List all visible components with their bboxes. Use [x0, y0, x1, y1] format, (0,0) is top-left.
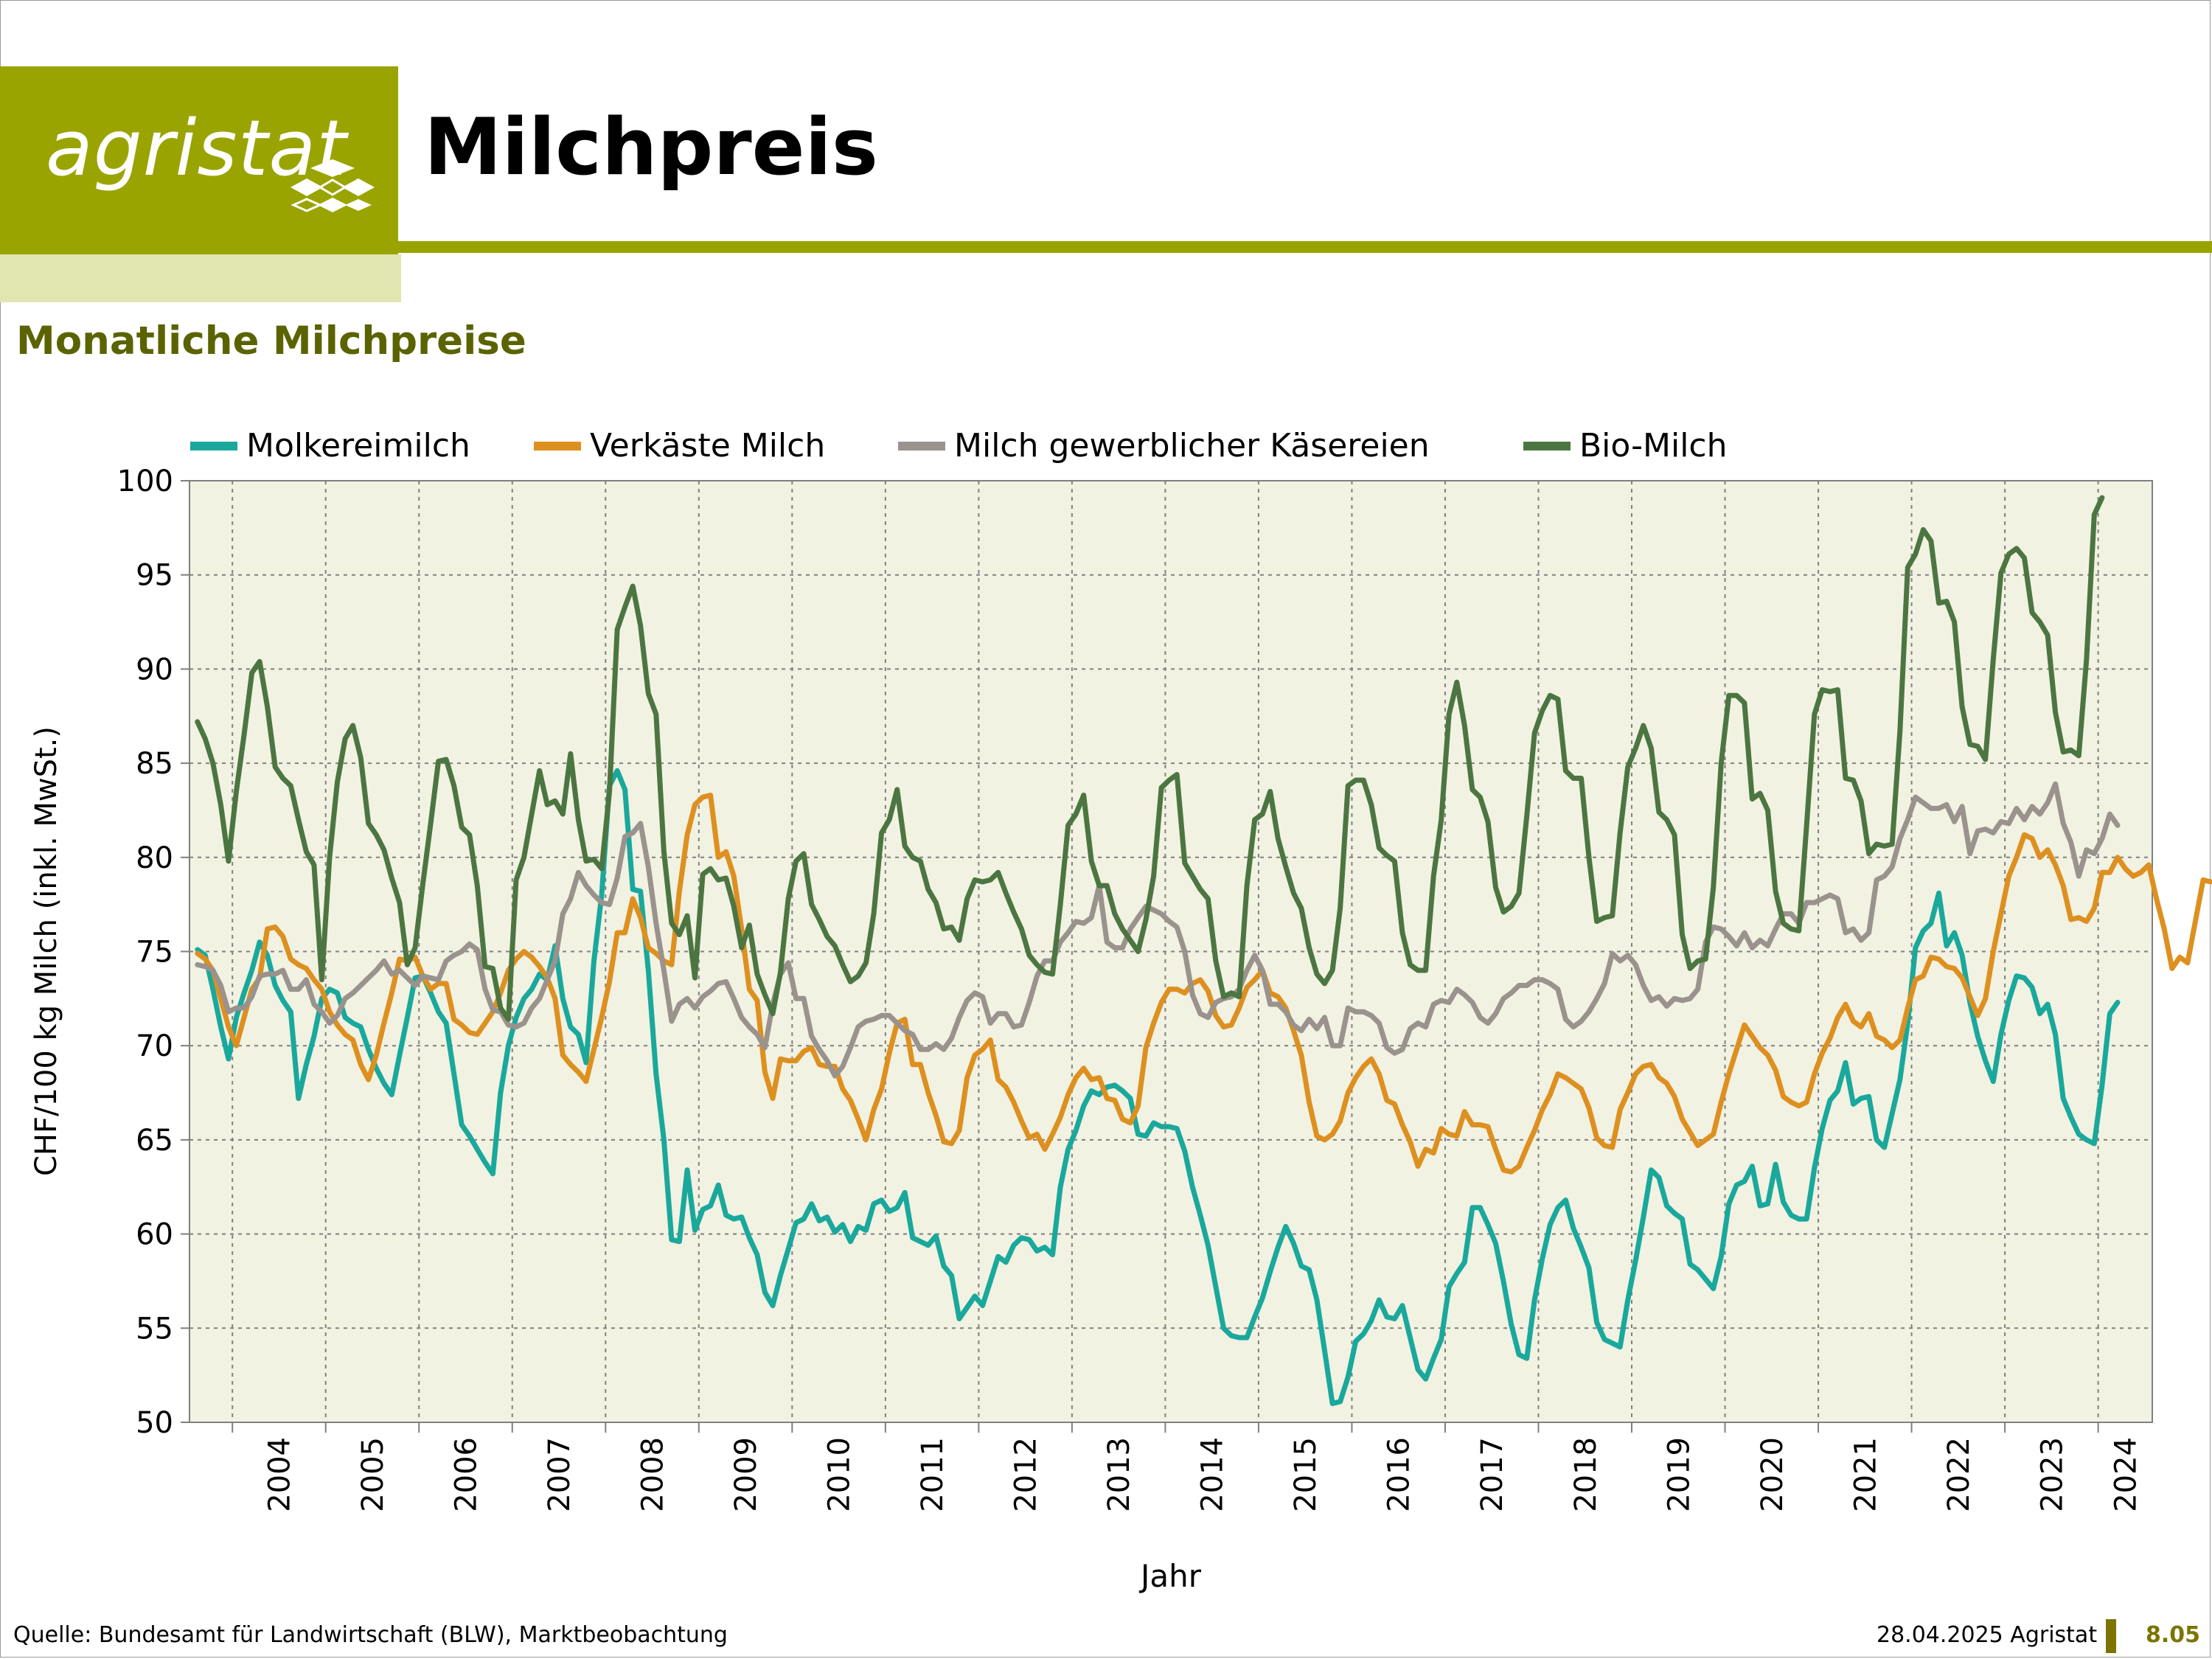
- series-line-1: [195, 768, 2121, 1406]
- x-tick-label: 2023: [2035, 1437, 2069, 1512]
- legend-label: Milch gewerblicher Käsereien: [954, 427, 1430, 465]
- x-axis-label: Jahr: [1138, 1558, 1202, 1594]
- logo-accent-strip: [0, 254, 401, 302]
- legend-label: Bio-Milch: [1579, 427, 1728, 465]
- logo-text: agristat: [46, 103, 347, 193]
- y-axis-label: CHF/100 kg Milch (inkl. MwSt.): [29, 726, 63, 1176]
- x-tick-label: 2020: [1756, 1437, 1790, 1512]
- y-tick-label: 50: [136, 1406, 173, 1440]
- series-line-4: [195, 495, 2105, 1022]
- y-tick-label: 85: [136, 747, 173, 781]
- chart-subtitle: Monatliche Milchpreise: [16, 319, 526, 364]
- x-axis: 2004 2005 2006 2007 2008 2009 2010 2011 2012 2013…: [232, 1422, 2143, 1512]
- grid: [189, 481, 2152, 1422]
- footer-date: 28.04.2025 Agristat: [1877, 1622, 2098, 1648]
- x-tick-label: 2024: [2109, 1437, 2143, 1512]
- y-axis: 50 55 60 65 70 75 80 85 90 95 100: [117, 465, 189, 1440]
- y-tick-label: 60: [136, 1218, 173, 1252]
- x-tick-label: 2004: [262, 1437, 296, 1512]
- x-tick-label: 2015: [1289, 1437, 1323, 1512]
- x-tick-label: 2013: [1102, 1437, 1136, 1512]
- series-line-2: [195, 793, 2212, 1175]
- x-tick-label: 2017: [1475, 1437, 1509, 1512]
- x-tick-label: 2010: [823, 1437, 857, 1512]
- y-tick-label: 100: [117, 465, 173, 498]
- x-tick-label: 2022: [1942, 1437, 1976, 1512]
- page-number: 8.05: [2146, 1622, 2201, 1648]
- title-underline: [398, 241, 2212, 253]
- footer-source: Quelle: Bundesamt für Landwirtschaft (BL…: [13, 1622, 728, 1648]
- x-tick-label: 2007: [543, 1437, 577, 1512]
- y-tick-label: 65: [136, 1124, 173, 1158]
- y-tick-label: 80: [136, 841, 173, 875]
- footer-divider: [2106, 1619, 2116, 1653]
- x-tick-label: 2008: [636, 1437, 670, 1512]
- x-tick-label: 2016: [1382, 1437, 1416, 1512]
- diamond-logo-icon: [291, 159, 375, 212]
- x-tick-label: 2019: [1662, 1437, 1696, 1512]
- legend-label: Verkäste Milch: [590, 427, 825, 465]
- x-tick-label: 2005: [356, 1437, 390, 1512]
- y-tick-label: 70: [136, 1029, 173, 1063]
- x-tick-label: 2014: [1196, 1437, 1230, 1512]
- x-tick-label: 2012: [1009, 1437, 1043, 1512]
- y-tick-label: 95: [136, 559, 173, 593]
- page-title: Milchpreis: [424, 102, 878, 192]
- x-tick-label: 2021: [1848, 1437, 1882, 1512]
- x-tick-label: 2018: [1569, 1437, 1603, 1512]
- y-tick-label: 55: [136, 1312, 173, 1346]
- y-tick-label: 90: [136, 653, 173, 686]
- x-tick-label: 2009: [729, 1437, 763, 1512]
- x-tick-label: 2011: [916, 1437, 950, 1512]
- y-tick-label: 75: [136, 936, 173, 970]
- x-tick-label: 2006: [450, 1437, 484, 1512]
- legend-label: Molkereimilch: [246, 427, 470, 465]
- series-layer: [195, 495, 2212, 1406]
- legend: Molkereimilch Verkäste Milch Milch gewerbl…: [190, 427, 1728, 465]
